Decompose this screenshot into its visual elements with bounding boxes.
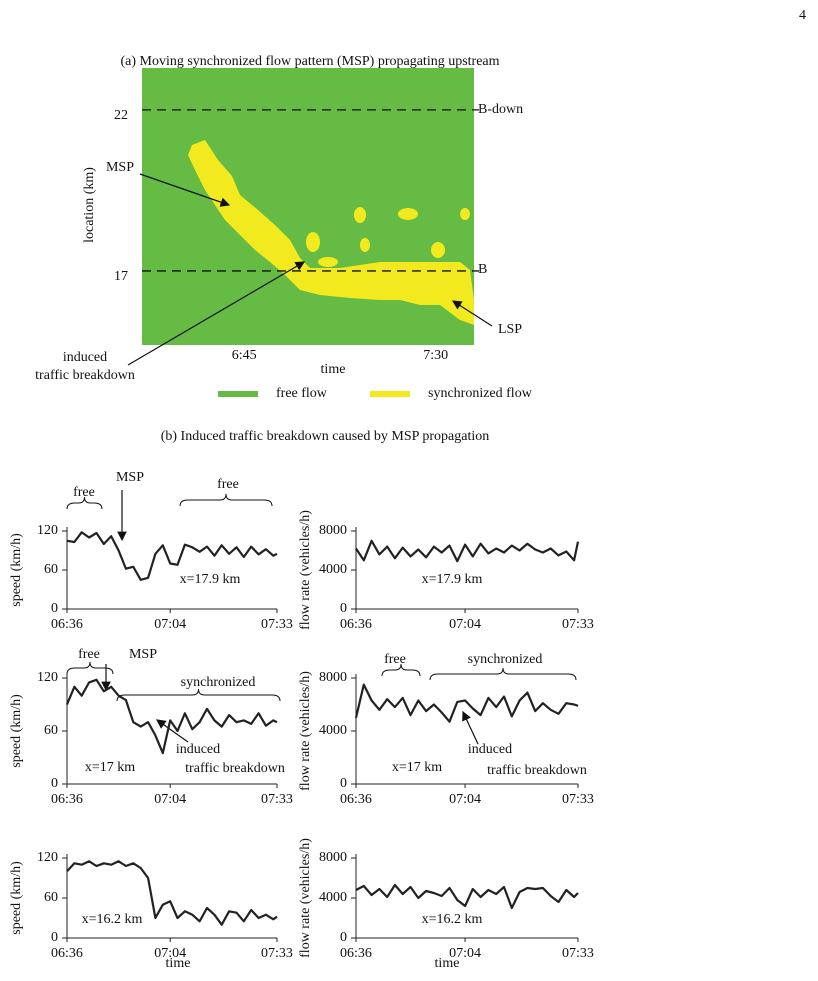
annotation: free xyxy=(217,477,239,492)
y-axis-label: flow rate (vehicles/h) xyxy=(298,671,313,791)
brace xyxy=(179,493,273,507)
annotation: synchronized xyxy=(468,652,543,667)
y-tick-label: 17 xyxy=(114,269,128,284)
annotation: synchronized xyxy=(181,675,256,690)
x-tick-label: 07:04 xyxy=(154,946,186,961)
annotation: MSP xyxy=(129,647,157,662)
y-tick-label: 0 xyxy=(51,930,58,945)
y-tick-label: 0 xyxy=(51,776,58,791)
y-tick-label: 8000 xyxy=(319,523,347,538)
annotation: B-down xyxy=(478,102,523,117)
data-line xyxy=(355,883,579,910)
page-number: 4 xyxy=(799,8,806,23)
legend-label: free flow xyxy=(276,386,328,401)
y-axis-label: location (km) xyxy=(82,167,97,243)
x-tick-label: 6:45 xyxy=(232,348,257,363)
axis xyxy=(66,527,277,610)
panel-title: (b) Induced traffic breakdown caused by … xyxy=(161,429,490,444)
brace xyxy=(381,663,421,677)
annotation: induced xyxy=(176,742,220,757)
x-tick-label: 06:36 xyxy=(340,617,372,632)
annotation: B xyxy=(478,262,487,277)
y-axis-label: flow rate (vehicles/h) xyxy=(298,838,313,958)
annotation: traffic breakdown xyxy=(35,368,135,383)
x-tick-label: 07:33 xyxy=(562,617,594,632)
arrow xyxy=(139,173,231,207)
y-tick-label: 8000 xyxy=(319,670,347,685)
y-tick-label: 4000 xyxy=(319,562,347,577)
brace xyxy=(66,661,114,675)
y-tick-label: 8000 xyxy=(319,850,347,865)
data-line xyxy=(354,683,579,723)
data-line xyxy=(66,860,278,926)
x-tick-label: 07:04 xyxy=(154,792,186,807)
chart-annotations xyxy=(101,490,479,745)
sync-regions xyxy=(188,140,474,325)
x-tick-label: 07:04 xyxy=(154,617,186,632)
y-tick-label: 0 xyxy=(340,776,347,791)
y-axis-label: speed (km/h) xyxy=(9,694,24,768)
x-axis-label: time xyxy=(321,362,346,377)
x-axis-label: time xyxy=(166,956,191,971)
annotation: x=17.9 km xyxy=(180,572,241,587)
annotation: x=17.9 km xyxy=(422,572,483,587)
y-tick-label: 4000 xyxy=(319,890,347,905)
brace xyxy=(66,496,103,510)
legend-label: synchronized flow xyxy=(428,386,533,401)
data-line xyxy=(355,539,580,563)
x-tick-label: 06:36 xyxy=(51,792,83,807)
y-tick-label: 0 xyxy=(340,930,347,945)
x-tick-label: 07:33 xyxy=(261,792,293,807)
data-line xyxy=(65,678,278,755)
x-tick-label: 06:36 xyxy=(51,946,83,961)
data-line xyxy=(66,531,278,581)
y-tick-label: 60 xyxy=(44,562,58,577)
annotation: free xyxy=(73,485,95,500)
y-tick-label: 22 xyxy=(114,108,128,123)
y-tick-label: 120 xyxy=(37,523,58,538)
annotation: x=17 km xyxy=(392,760,442,775)
annotation: induced xyxy=(468,742,512,757)
y-tick-label: 60 xyxy=(44,723,58,738)
annotation: x=16.2 km xyxy=(82,912,143,927)
y-tick-label: 0 xyxy=(51,601,58,616)
x-tick-label: 07:33 xyxy=(562,946,594,961)
x-tick-label: 07:33 xyxy=(261,617,293,632)
annotation: induced xyxy=(63,350,107,365)
annotation: MSP xyxy=(116,470,144,485)
annotation: LSP xyxy=(498,322,522,337)
y-axis-label: speed (km/h) xyxy=(9,861,24,935)
y-tick-label: 4000 xyxy=(319,723,347,738)
axis xyxy=(355,527,578,610)
annotation: traffic breakdown xyxy=(487,763,587,778)
x-tick-label: 06:36 xyxy=(51,617,83,632)
x-tick-label: 07:04 xyxy=(449,792,481,807)
annotation: free xyxy=(78,647,100,662)
annotation: free xyxy=(384,652,406,667)
arrow xyxy=(451,300,493,327)
x-tick-label: 06:36 xyxy=(340,792,372,807)
x-tick-label: 07:04 xyxy=(449,946,481,961)
brace xyxy=(429,667,577,681)
y-axis-label: flow rate (vehicles/h) xyxy=(298,510,313,630)
x-tick-label: 07:33 xyxy=(261,946,293,961)
arrow xyxy=(127,261,306,366)
y-tick-label: 0 xyxy=(340,601,347,616)
x-tick-label: 07:04 xyxy=(449,617,481,632)
annotation: x=17 km xyxy=(85,760,135,775)
y-tick-label: 60 xyxy=(44,890,58,905)
x-tick-label: 07:33 xyxy=(562,792,594,807)
x-tick-label: 7:30 xyxy=(423,348,448,363)
x-tick-label: 06:36 xyxy=(340,946,372,961)
annotation: MSP xyxy=(106,160,134,175)
x-axis-label: time xyxy=(435,956,460,971)
y-axis-label: speed (km/h) xyxy=(9,533,24,607)
annotation: traffic breakdown xyxy=(185,761,285,776)
y-tick-label: 120 xyxy=(37,850,58,865)
y-tick-label: 120 xyxy=(37,670,58,685)
annotation: x=16.2 km xyxy=(422,912,483,927)
brace xyxy=(116,688,281,702)
panel-title: (a) Moving synchronized flow pattern (MS… xyxy=(120,54,499,69)
